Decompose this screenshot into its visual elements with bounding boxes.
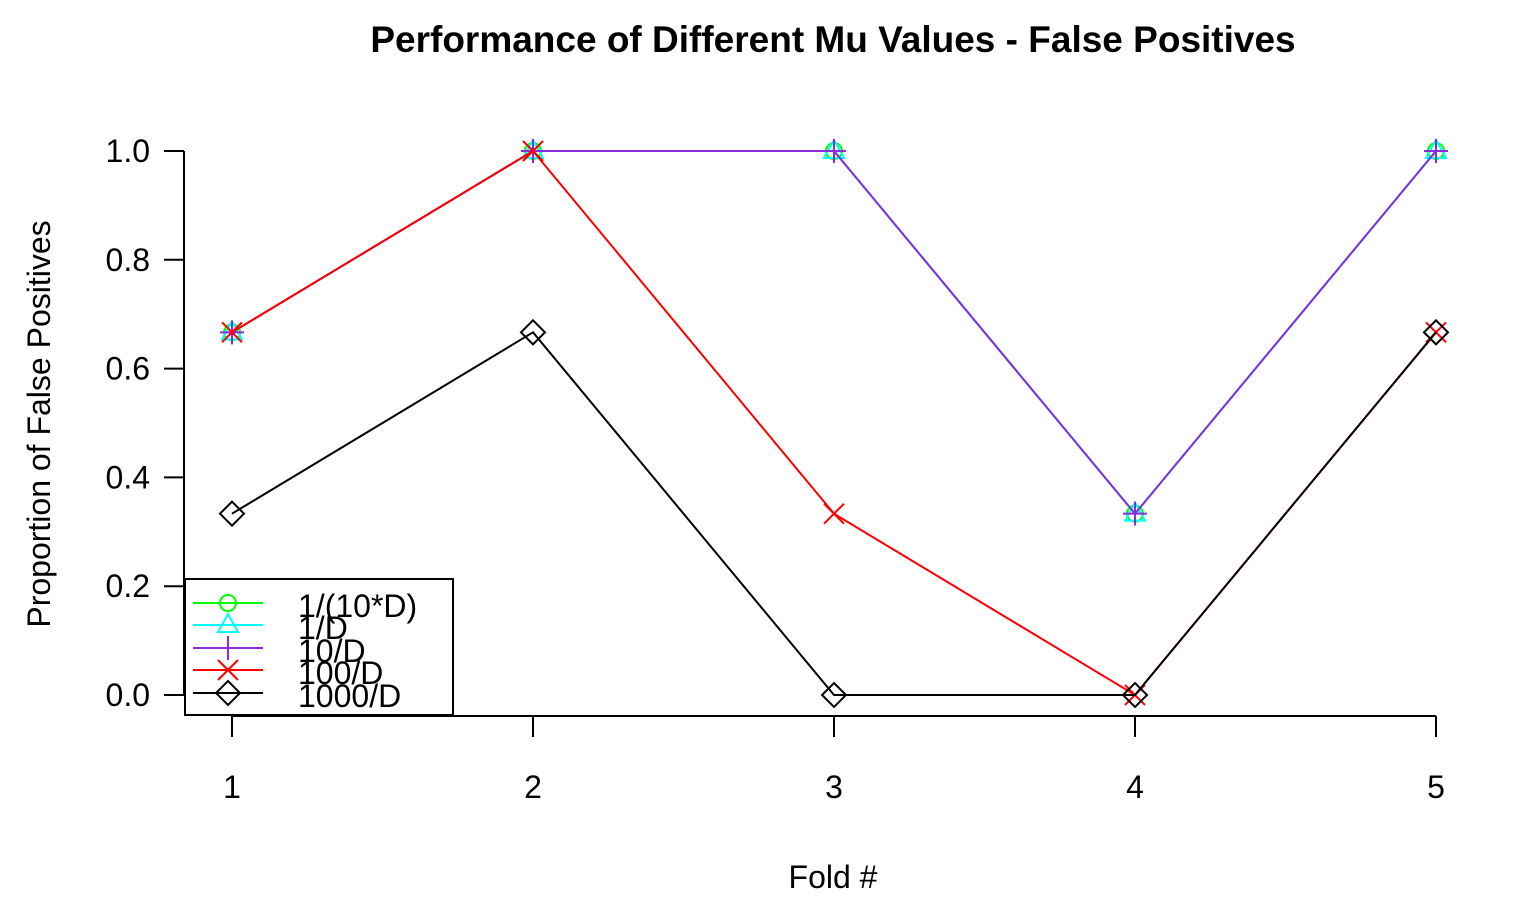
y-ticks: 0.0 0.2 0.4 0.6 0.8 1.0 xyxy=(106,133,184,713)
legend-label: 100/D xyxy=(298,655,383,691)
legend-item: 1000/D xyxy=(193,678,401,714)
data-point xyxy=(820,681,848,709)
y-tick-label: 0.0 xyxy=(106,677,150,713)
series-1/(10*D) xyxy=(223,142,1445,523)
data-point xyxy=(221,321,243,344)
legend-marker xyxy=(214,679,242,707)
data-point xyxy=(1123,501,1147,526)
series-line xyxy=(231,150,1437,516)
data-point xyxy=(1121,681,1149,709)
data-point xyxy=(1422,318,1450,346)
data-point xyxy=(823,502,845,525)
x-tick-label: 2 xyxy=(524,769,542,805)
y-tick-label: 0.4 xyxy=(106,459,150,495)
series-layer xyxy=(218,137,1450,709)
legend-label: 1/(10*D) xyxy=(298,588,417,624)
x-tick-label: 1 xyxy=(223,769,241,805)
series-line xyxy=(231,331,1437,696)
legend-marker xyxy=(217,659,239,681)
y-tick-label: 0.2 xyxy=(106,568,150,604)
legend-label: 1/D xyxy=(298,610,348,646)
y-axis-label: Proportion of False Positives xyxy=(21,220,57,627)
data-point xyxy=(1424,139,1448,163)
legend-label: 10/D xyxy=(298,633,366,669)
legend-item: 1/D xyxy=(193,610,348,646)
data-point xyxy=(519,318,547,346)
legend-marker xyxy=(216,636,240,660)
x-axis-label: Fold # xyxy=(789,859,878,895)
x-tick-label: 4 xyxy=(1126,769,1144,805)
y-tick-label: 0.8 xyxy=(106,242,150,278)
legend-label: 1000/D xyxy=(298,678,401,714)
series-line xyxy=(231,150,1437,516)
data-point xyxy=(522,140,544,162)
x-tick-label: 3 xyxy=(825,769,843,805)
series-10/D xyxy=(220,139,1448,526)
series-1000/D xyxy=(218,318,1450,709)
series-1/D xyxy=(220,137,1448,522)
x-ticks: 1 2 3 4 5 xyxy=(223,716,1445,805)
legend-item: 10/D xyxy=(193,633,366,669)
series-line xyxy=(231,150,1437,516)
x-tick-label: 5 xyxy=(1427,769,1445,805)
data-point xyxy=(218,500,246,528)
legend-item: 1/(10*D) xyxy=(193,588,417,624)
legend-marker xyxy=(219,594,237,612)
y-tick-label: 1.0 xyxy=(106,133,150,169)
legend-item: 100/D xyxy=(193,655,383,691)
y-tick-label: 0.6 xyxy=(106,351,150,387)
legend-marker xyxy=(216,611,240,633)
chart-title: Performance of Different Mu Values - Fal… xyxy=(370,19,1295,60)
data-point xyxy=(822,139,846,163)
